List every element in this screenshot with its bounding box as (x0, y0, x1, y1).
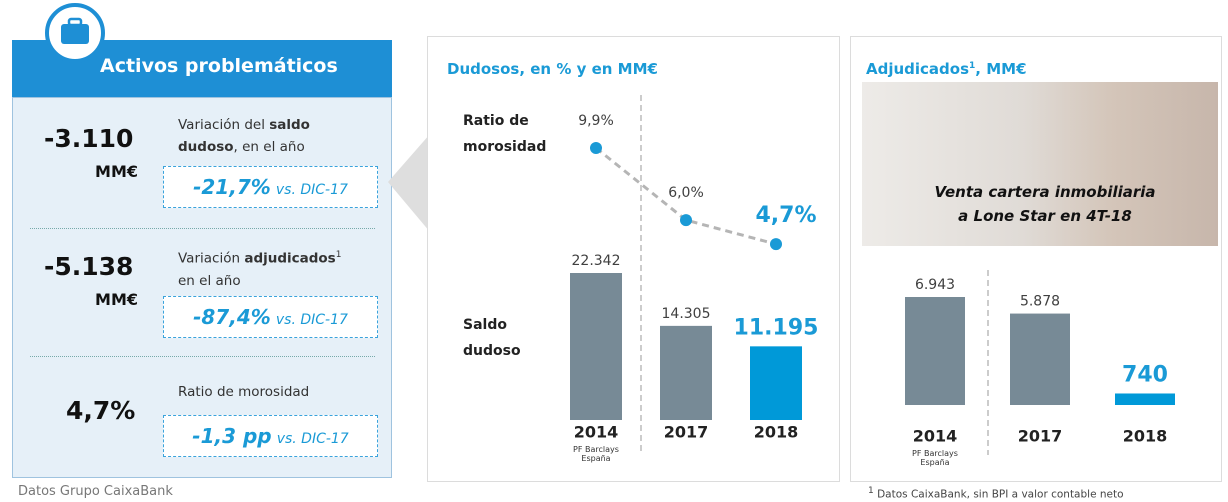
panel-body (12, 97, 392, 478)
item-value: 4,7% (66, 396, 136, 425)
footnote: 1 Datos CaixaBank, sin BPI a valor conta… (868, 486, 1124, 501)
panel-title: Activos problemáticos (100, 55, 338, 77)
x-tick-label: 2018 (1123, 427, 1168, 446)
value-label: 14.305 (662, 306, 711, 322)
bar (1010, 313, 1070, 405)
item-desc: Ratio de morosidad (178, 384, 310, 400)
source: Datos Grupo CaixaBank (18, 484, 173, 499)
series-label: Saldo dudoso (463, 317, 521, 359)
point (590, 142, 602, 154)
point (680, 214, 692, 227)
chart-title: Adjudicados1, MM€ (866, 60, 1027, 78)
bar (570, 273, 622, 420)
photo (862, 82, 1218, 246)
change-box: -21,7% vs. DIC-17 (163, 166, 378, 208)
chart-title: Dudosos, en % y en MM€ (447, 60, 658, 78)
value-label: 9,9% (578, 113, 614, 129)
value-label: 22.342 (572, 253, 621, 269)
item-desc: Variación del saldo dudoso, en el año (178, 117, 310, 155)
icon-handle (67, 17, 83, 27)
icon-briefcase (61, 24, 89, 44)
change-box: -1,3 pp vs. DIC-17 (163, 415, 378, 457)
item-unit: MM€ (95, 162, 138, 181)
x-tick-label: 2018 (754, 423, 799, 442)
x-tick-label: 2014 (913, 427, 958, 446)
line (595, 146, 777, 246)
bar (905, 297, 965, 405)
change-box: -87,4% vs. DIC-17 (163, 296, 378, 338)
bar (750, 346, 802, 420)
bar (660, 325, 712, 420)
item-unit: MM€ (95, 290, 138, 309)
value-label: 6.943 (915, 277, 955, 293)
separator (30, 356, 375, 357)
annotation: Venta cartera inmobiliaria a Lone Star e… (934, 183, 1156, 225)
category-note: PF Barclays España (573, 445, 619, 463)
item-value: -5.138 (44, 252, 134, 281)
item-value: -3.110 (44, 124, 134, 153)
value-label: 6,0% (668, 185, 704, 201)
category-note: PF Barclays España (912, 449, 958, 467)
bar (1115, 393, 1175, 405)
point (770, 238, 782, 251)
value-label: 11.195 (734, 315, 819, 340)
value-label: 4,7% (755, 203, 816, 228)
pointer (388, 134, 430, 232)
x-tick-label: 2014 (574, 423, 619, 442)
chart-panel (427, 36, 840, 482)
item-desc: Variación adjudicados1 en el año (178, 250, 342, 289)
value-label: 740 (1122, 362, 1168, 387)
value-label: 5.878 (1020, 294, 1060, 310)
x-tick-label: 2017 (664, 423, 709, 442)
separator (30, 228, 375, 229)
series-label: Ratio de morosidad (463, 113, 547, 155)
x-tick-label: 2017 (1018, 427, 1063, 446)
